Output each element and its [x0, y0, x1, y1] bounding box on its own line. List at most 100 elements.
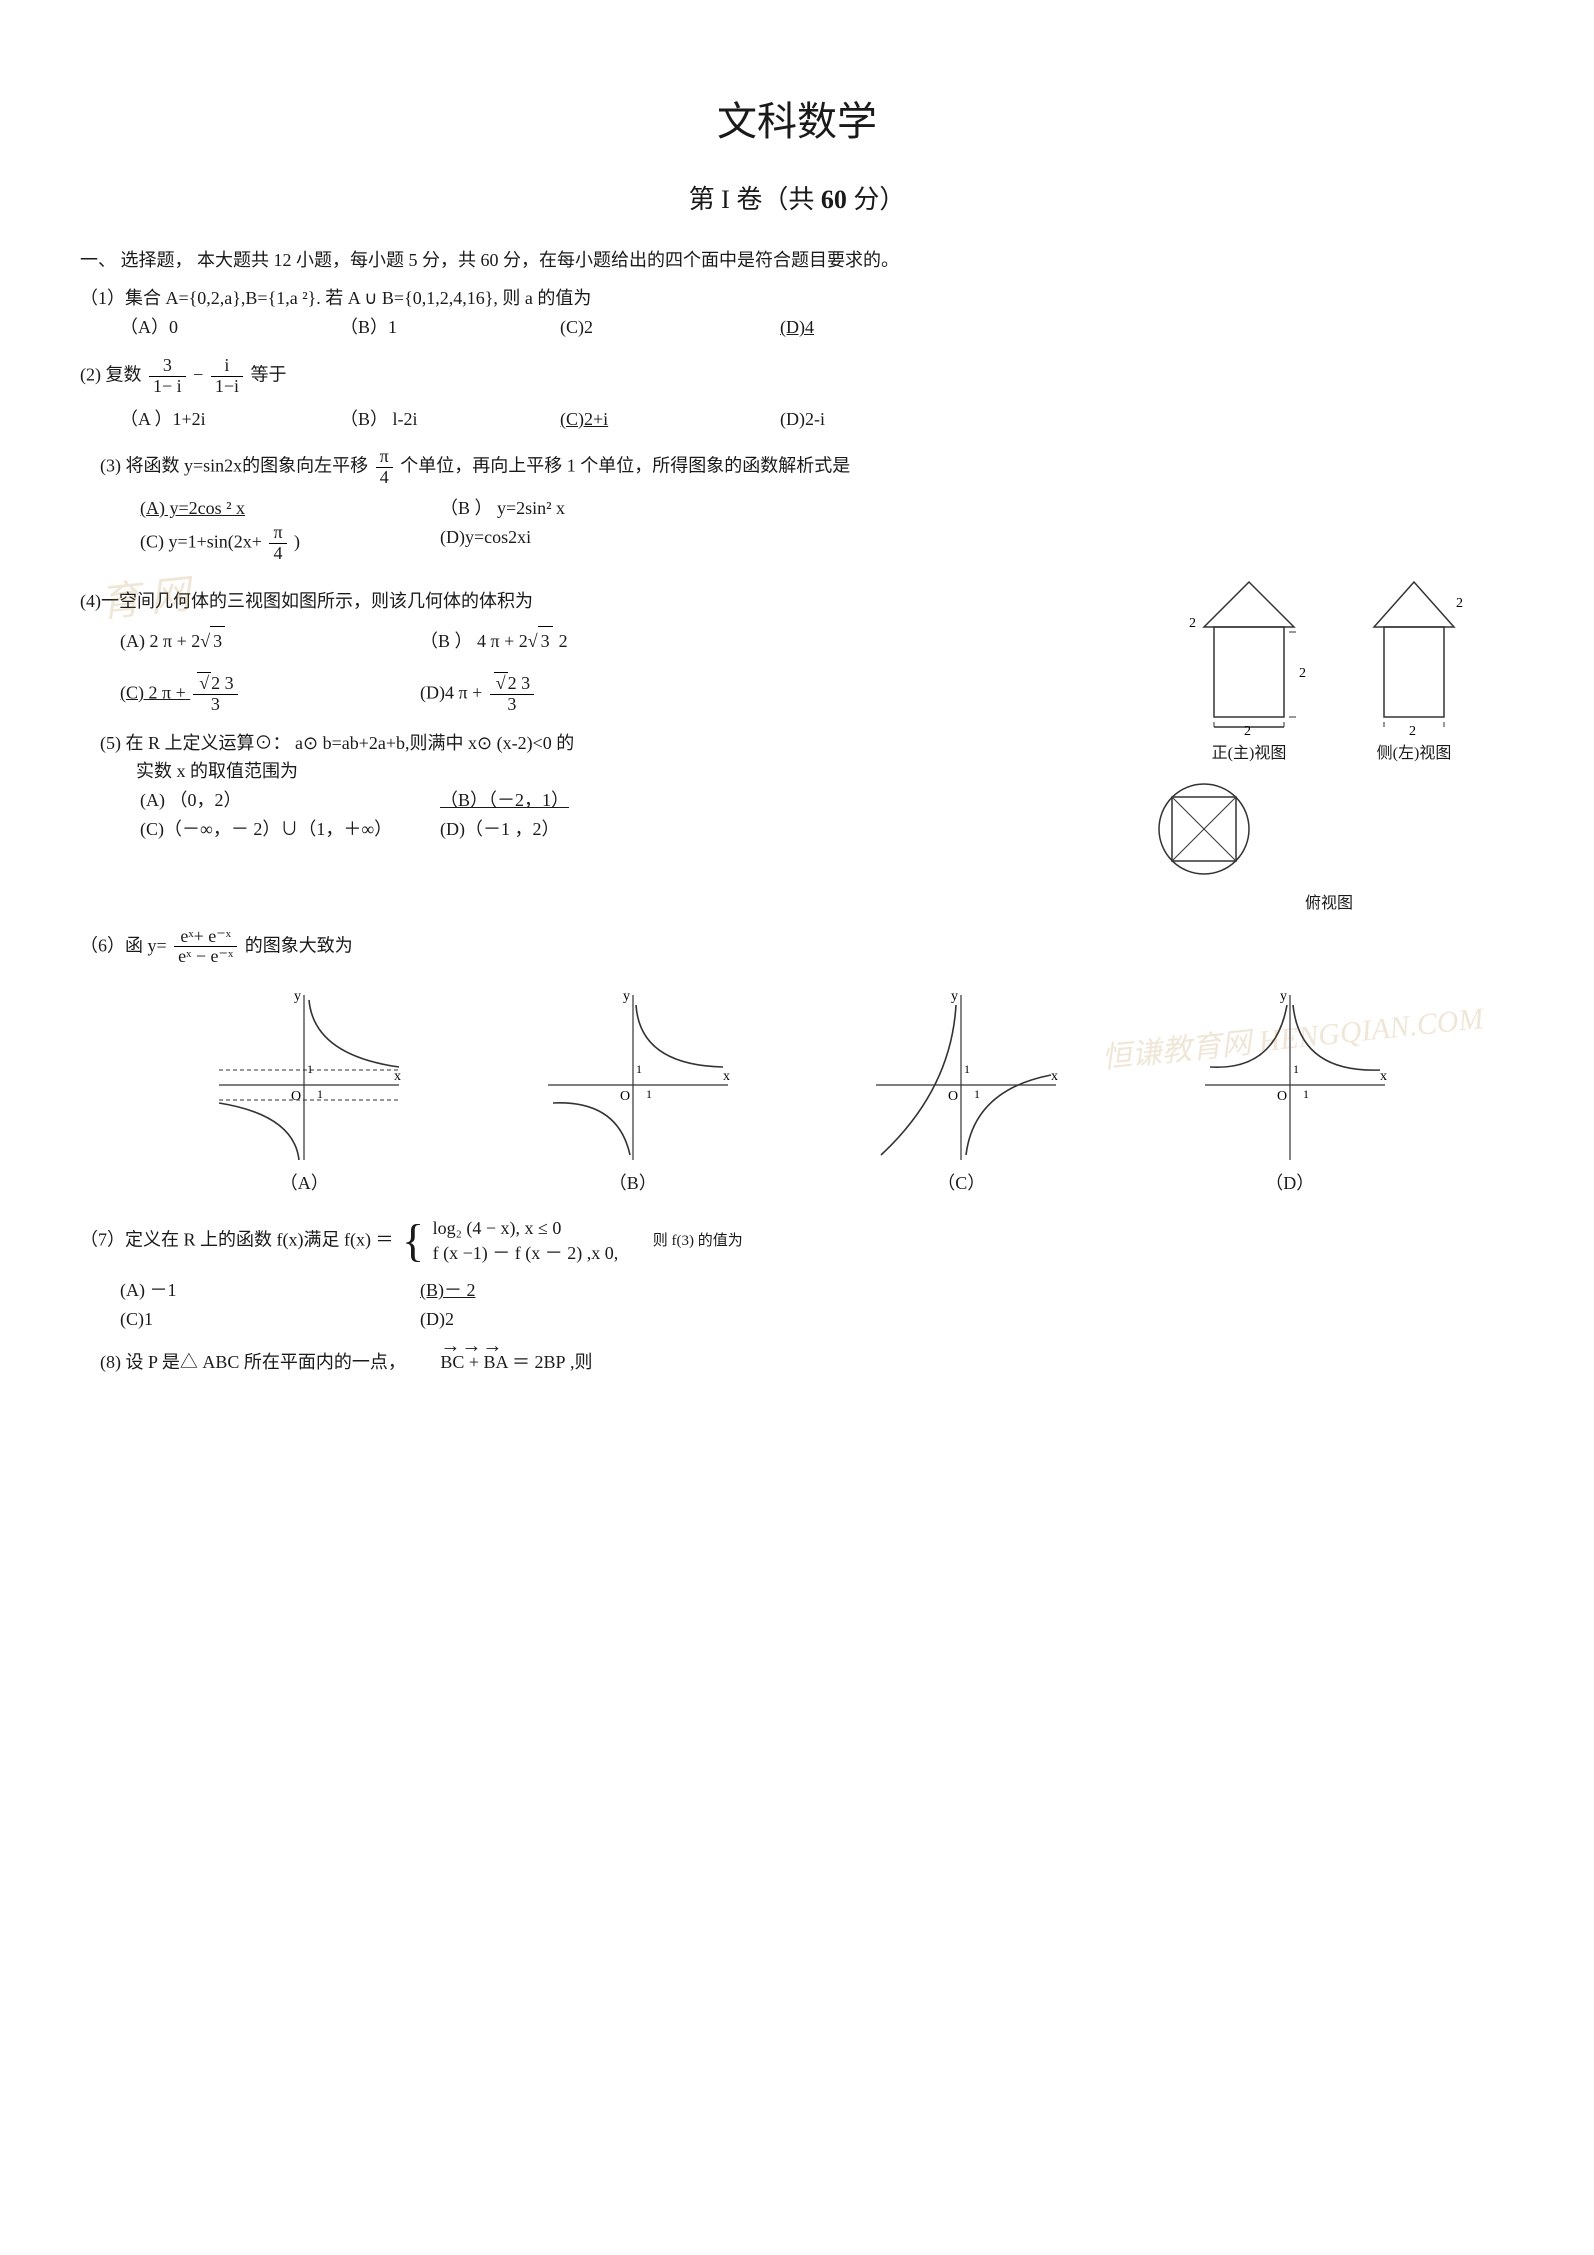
front-view-label: 正(主)视图 — [1174, 741, 1324, 767]
q4-opt-a: (A) 2 π + 2√3 — [120, 626, 380, 656]
svg-text:y: y — [1280, 989, 1287, 1004]
svg-text:y: y — [294, 989, 301, 1004]
q7-opt-c: (C)1 — [120, 1305, 380, 1334]
subtitle-left: 第 I 卷（共 — [689, 185, 815, 214]
svg-text:1: 1 — [1303, 1087, 1309, 1101]
side-view-svg: 2 2 — [1344, 577, 1484, 737]
q5-l1: (5) 在 R 上定义运算⊙： a⊙ b=ab+2a+b,则满中 x⊙ (x-2… — [100, 729, 1144, 758]
q2-opt-b: （B） l-2i — [340, 405, 520, 434]
graph-d: xy O 11 （D） — [1185, 985, 1395, 1198]
svg-text:1: 1 — [964, 1062, 970, 1076]
front-view-svg: 2 2 2 — [1174, 577, 1324, 737]
q3-pi-bot: 4 — [376, 468, 393, 488]
page-title: 文科数学 — [80, 90, 1514, 154]
svg-text:2: 2 — [1244, 724, 1251, 737]
q1-opt-c: (C)2 — [560, 313, 740, 342]
question-6: （6）函 y= eˣ+ e⁻ˣ eˣ − e⁻ˣ 的图象大致为 — [80, 927, 1514, 968]
top-view-svg — [1144, 777, 1264, 887]
section-instruction: 一、 选择题， 本大题共 12 小题，每小题 5 分，共 60 分，在每小题给出… — [80, 246, 1514, 275]
q6-frac: eˣ+ e⁻ˣ eˣ − e⁻ˣ — [174, 927, 237, 968]
svg-text:2: 2 — [1409, 724, 1416, 737]
q2-tail: 等于 — [250, 364, 286, 384]
q4-c-l: (C) 2 π + — [120, 682, 186, 702]
front-view: 2 2 2 正(主)视图 — [1174, 577, 1324, 767]
svg-text:O: O — [291, 1089, 301, 1104]
q6-tail: 的图象大致为 — [245, 935, 353, 955]
q5-opt-c: (C)（－∞，－ 2）∪（1，＋∞） — [140, 815, 400, 844]
q3-opt-b: （B ） y=2sin² x — [440, 494, 700, 523]
svg-text:1: 1 — [646, 1087, 652, 1101]
q2-frac1: 3 1− i — [149, 356, 186, 397]
q3-mid: 个单位，再向上平移 1 个单位，所得图象的函数解析式是 — [400, 456, 850, 476]
q2-num1: 3 — [149, 356, 186, 377]
q5-opt-b: （B）（－2，1） — [440, 786, 700, 815]
q4-d-top: 2 3 — [508, 673, 531, 693]
q7-opt-b: (B)－ 2 — [420, 1276, 680, 1305]
question-4: (4)一空间几何体的三视图如图所示，则该几何体的体积为 (A) 2 π + 2√… — [80, 587, 1144, 714]
subtitle-score: 60 — [821, 185, 847, 214]
q4-b-r: 3 — [538, 626, 553, 656]
q2-frac2: i 1−i — [211, 356, 243, 397]
q2-den2: 1−i — [211, 377, 243, 397]
q3-c-bot: 4 — [269, 544, 286, 564]
q5-opt-a: (A) （0，2） — [140, 786, 400, 815]
q7-p2: f (x −1) － f (x － 2) ,x 0, — [433, 1241, 619, 1266]
q3-pi4: π 4 — [376, 447, 393, 488]
q2-opt-a: （A ）1+2i — [120, 405, 300, 434]
q4-d-l: (D)4 π + — [420, 682, 482, 702]
question-7: （7）定义在 R 上的函数 f(x)满足 f(x) ＝ { log₂ (4 − … — [80, 1216, 1514, 1334]
subtitle-right: 分） — [853, 185, 905, 214]
q1-opt-a: （A）0 — [120, 313, 300, 342]
question-5: (5) 在 R 上定义运算⊙： a⊙ b=ab+2a+b,则满中 x⊙ (x-2… — [100, 729, 1144, 844]
q5-l2: 实数 x 的取值范围为 — [136, 757, 1144, 786]
svg-text:1: 1 — [1293, 1062, 1299, 1076]
q4-opt-b: （B ） 4 π + 2√32 — [420, 626, 680, 656]
svg-text:y: y — [623, 989, 630, 1004]
svg-text:x: x — [723, 1069, 730, 1084]
graph-b-label: （B） — [528, 1169, 738, 1198]
q4-opt-d: (D)4 π + √2 33 — [420, 674, 680, 715]
q4-d-bot: 3 — [490, 695, 534, 715]
q3-opt-d: (D)y=cos2xi — [440, 523, 700, 564]
q4-c-top: 2 3 — [211, 673, 234, 693]
q6-lead: （6）函 y= — [80, 935, 167, 955]
question-2: (2) 复数 3 1− i − i 1−i 等于 （A ）1+2i （B） l-… — [80, 356, 1514, 433]
q7-p1: log₂ (4 − x), x ≤ 0 — [433, 1216, 619, 1241]
q4-a-l: (A) 2 π + 2 — [120, 631, 200, 651]
q5-opt-d: (D)（－1 ，2） — [440, 815, 700, 844]
q8-tail: ,则 — [570, 1352, 593, 1372]
svg-text:2: 2 — [1299, 666, 1306, 681]
graph-c-label: （C） — [856, 1169, 1066, 1198]
svg-text:x: x — [1380, 1069, 1387, 1084]
question-3: (3) 将函数 y=sin2x的图象向左平移 π 4 个单位，再向上平移 1 个… — [100, 447, 1514, 563]
q2-den1: 1− i — [149, 377, 186, 397]
graph-b: x y O 11 （B） — [528, 985, 738, 1198]
svg-text:2: 2 — [1189, 616, 1196, 631]
q4-c-bot: 3 — [193, 695, 237, 715]
q6-den: eˣ − e⁻ˣ — [174, 947, 237, 967]
brace-icon: { — [402, 1223, 424, 1260]
q7-tail: 则 f(3) 的值为 — [653, 1233, 743, 1249]
q6-num: eˣ+ e⁻ˣ — [174, 927, 237, 948]
q1-opt-d: (D)4 — [780, 313, 960, 342]
q3-c-left: (C) y=1+sin(2x+ — [140, 531, 262, 551]
svg-text:1: 1 — [636, 1062, 642, 1076]
q3-opt-a: (A) y=2cos ² x — [140, 494, 400, 523]
q1-opt-b: （B）1 — [340, 313, 520, 342]
q3-c-right: ) — [294, 531, 300, 551]
svg-text:y: y — [951, 989, 958, 1004]
q2-opt-c: (C)2+i — [560, 405, 740, 434]
q3-opt-c: (C) y=1+sin(2x+ π4 ) — [140, 523, 400, 564]
svg-text:O: O — [620, 1089, 630, 1104]
subtitle: 第 I 卷（共 60 分） — [80, 179, 1514, 221]
side-view: 2 2 侧(左)视图 — [1344, 577, 1484, 767]
q3-lead: (3) 将函数 y=sin2x的图象向左平移 — [100, 456, 368, 476]
svg-text:O: O — [1277, 1089, 1287, 1104]
q4-b-l: （B ） 4 π + 2 — [420, 631, 528, 651]
side-view-label: 侧(左)视图 — [1344, 741, 1484, 767]
q4-opt-c: (C) 2 π + √2 33 — [120, 674, 380, 715]
svg-text:1: 1 — [317, 1087, 323, 1101]
top-view: 俯视图 — [1144, 777, 1514, 917]
question-8: (8) 设 P 是△ ABC 所在平面内的一点， → → → BC + BA ＝… — [100, 1348, 1514, 1377]
q2-opt-d: (D)2-i — [780, 405, 960, 434]
